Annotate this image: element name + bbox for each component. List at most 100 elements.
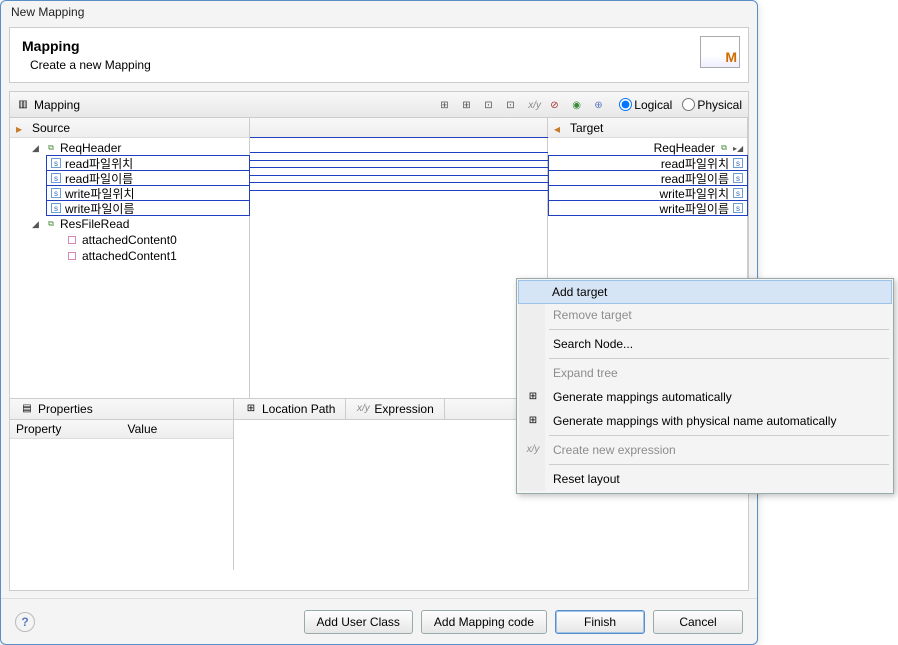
menu-reset-layout-label: Reset layout bbox=[553, 472, 620, 486]
target-field-row[interactable]: write파일이름 s bbox=[548, 200, 748, 216]
context-menu[interactable]: Add target Remove target Search Node... … bbox=[516, 278, 894, 494]
mapping-tabbar: ▥ Mapping ⊞ ⊞ ⊡ ⊡ x/y ⊘ ◉ ⊕ Logical Phys… bbox=[10, 92, 748, 118]
menu-remove-target-label: Remove target bbox=[553, 308, 632, 322]
source-field-label: write파일이름 bbox=[65, 200, 245, 217]
string-type-icon: s bbox=[51, 173, 61, 183]
toolbar-icon-1[interactable]: ⊞ bbox=[439, 97, 455, 113]
struct-icon: ⧉ bbox=[717, 142, 731, 154]
cancel-button[interactable]: Cancel bbox=[653, 610, 743, 634]
target-tree[interactable]: ReqHeader ⧉ ▸◢ read파일위치 s read파일이름 s wri… bbox=[548, 138, 747, 218]
string-type-icon: s bbox=[733, 188, 743, 198]
menu-remove-target: Remove target bbox=[519, 303, 891, 327]
string-type-icon: s bbox=[51, 188, 61, 198]
tab-expression[interactable]: x/y Expression bbox=[346, 399, 444, 419]
target-icon: ◂ bbox=[554, 122, 566, 134]
menu-generate-mappings[interactable]: ⊞ Generate mappings automatically bbox=[519, 385, 891, 409]
source-sibling-row[interactable]: ◢ ⧉ ResFileRead bbox=[10, 216, 249, 232]
source-root-label: ReqHeader bbox=[60, 141, 121, 155]
expression-icon: x/y bbox=[525, 442, 541, 458]
view-logical-radio[interactable]: Logical bbox=[619, 98, 672, 112]
toolbar-cancel-icon[interactable]: ⊘ bbox=[549, 97, 565, 113]
source-panel-header: ▸ Source bbox=[10, 118, 249, 138]
menu-expand-tree-label: Expand tree bbox=[553, 366, 618, 380]
properties-icon: ▤ bbox=[20, 402, 34, 416]
menu-search-node[interactable]: Search Node... bbox=[519, 332, 891, 356]
radio-physical-label: Physical bbox=[697, 98, 742, 112]
view-physical-radio[interactable]: Physical bbox=[682, 98, 742, 112]
tab-expression-label: Expression bbox=[374, 402, 433, 416]
menu-expand-tree: Expand tree bbox=[519, 361, 891, 385]
menu-search-node-label: Search Node... bbox=[553, 337, 633, 351]
string-type-icon: s bbox=[51, 203, 61, 213]
menu-add-target[interactable]: Add target bbox=[518, 280, 892, 304]
string-type-icon: s bbox=[51, 158, 61, 168]
tab-location-path-label: Location Path bbox=[262, 402, 335, 416]
menu-separator bbox=[549, 464, 889, 465]
source-icon: ▸ bbox=[16, 122, 28, 134]
middle-header bbox=[250, 118, 547, 138]
help-icon[interactable]: ? bbox=[15, 612, 35, 632]
source-panel: ▸ Source ◢ ⧉ ReqHeader s read파일위치 bbox=[10, 118, 250, 398]
menu-separator bbox=[549, 358, 889, 359]
menu-separator bbox=[549, 329, 889, 330]
object-type-icon bbox=[68, 236, 76, 244]
toolbar-play-icon[interactable]: ◉ bbox=[571, 97, 587, 113]
tab-properties[interactable]: ▤ Properties bbox=[10, 399, 234, 419]
dialog-title: New Mapping bbox=[11, 5, 84, 19]
radio-logical[interactable] bbox=[619, 98, 632, 111]
col-value[interactable]: Value bbox=[122, 420, 234, 439]
object-type-icon bbox=[68, 252, 76, 260]
menu-create-expression: x/y Create new expression bbox=[519, 438, 891, 462]
menu-generate-mappings-label: Generate mappings automatically bbox=[553, 390, 732, 404]
collapse-icon[interactable]: ◢ bbox=[32, 143, 42, 154]
dialog-header: Mapping Create a new Mapping M bbox=[9, 27, 749, 83]
string-type-icon: s bbox=[733, 173, 743, 183]
collapse-icon[interactable]: ◢ bbox=[32, 219, 42, 230]
finish-button[interactable]: Finish bbox=[555, 610, 645, 634]
connector-panel bbox=[250, 118, 548, 398]
collapse-icon[interactable]: ▸◢ bbox=[733, 144, 743, 153]
menu-separator bbox=[549, 435, 889, 436]
source-child-row[interactable]: attachedContent1 bbox=[10, 248, 249, 264]
mapping-tab-icon: ▥ bbox=[16, 98, 30, 112]
string-type-icon: s bbox=[733, 158, 743, 168]
menu-generate-mappings-physical[interactable]: ⊞ Generate mappings with physical name a… bbox=[519, 409, 891, 433]
toolbar-xy-icon[interactable]: x/y bbox=[527, 97, 543, 113]
source-field-row[interactable]: s write파일이름 bbox=[46, 200, 250, 216]
target-panel-header: ◂ Target bbox=[548, 118, 747, 138]
dialog-footer: ? Add User Class Add Mapping code Finish… bbox=[1, 598, 757, 644]
header-heading: Mapping bbox=[22, 38, 736, 54]
string-type-icon: s bbox=[733, 203, 743, 213]
radio-logical-label: Logical bbox=[634, 98, 672, 112]
menu-create-expression-label: Create new expression bbox=[553, 443, 676, 457]
toolbar-globe-icon[interactable]: ⊕ bbox=[593, 97, 609, 113]
toolbar-icon-4[interactable]: ⊡ bbox=[505, 97, 521, 113]
generate-mappings-icon: ⊞ bbox=[525, 389, 541, 405]
source-tree[interactable]: ◢ ⧉ ReqHeader s read파일위치 s read파일이름 s bbox=[10, 138, 249, 266]
tab-location-path[interactable]: ⊞ Location Path bbox=[234, 399, 346, 419]
menu-add-target-label: Add target bbox=[552, 285, 607, 299]
struct-icon: ⧉ bbox=[44, 218, 58, 230]
add-user-class-button[interactable]: Add User Class bbox=[304, 610, 413, 634]
target-root-label: ReqHeader bbox=[654, 141, 715, 155]
target-label: Target bbox=[570, 121, 603, 135]
source-child-label: attachedContent0 bbox=[82, 233, 177, 247]
toolbar-icon-3[interactable]: ⊡ bbox=[483, 97, 499, 113]
generate-mappings-physical-icon: ⊞ bbox=[525, 413, 541, 429]
menu-reset-layout[interactable]: Reset layout bbox=[519, 467, 891, 491]
mapping-wizard-icon: M bbox=[700, 36, 740, 68]
header-subtitle: Create a new Mapping bbox=[30, 58, 736, 72]
add-mapping-code-button[interactable]: Add Mapping code bbox=[421, 610, 547, 634]
struct-icon: ⧉ bbox=[44, 142, 58, 154]
toolbar-icon-2[interactable]: ⊞ bbox=[461, 97, 477, 113]
properties-table[interactable]: Property Value bbox=[10, 420, 233, 439]
target-field-label: write파일이름 bbox=[553, 200, 729, 217]
dialog-titlebar[interactable]: New Mapping bbox=[1, 1, 757, 25]
expression-icon: x/y bbox=[356, 402, 370, 416]
mapping-tab-label[interactable]: Mapping bbox=[34, 98, 80, 112]
menu-generate-mappings-physical-label: Generate mappings with physical name aut… bbox=[553, 414, 836, 428]
radio-physical[interactable] bbox=[682, 98, 695, 111]
source-child-row[interactable]: attachedContent0 bbox=[10, 232, 249, 248]
location-path-icon: ⊞ bbox=[244, 402, 258, 416]
col-property[interactable]: Property bbox=[10, 420, 122, 439]
